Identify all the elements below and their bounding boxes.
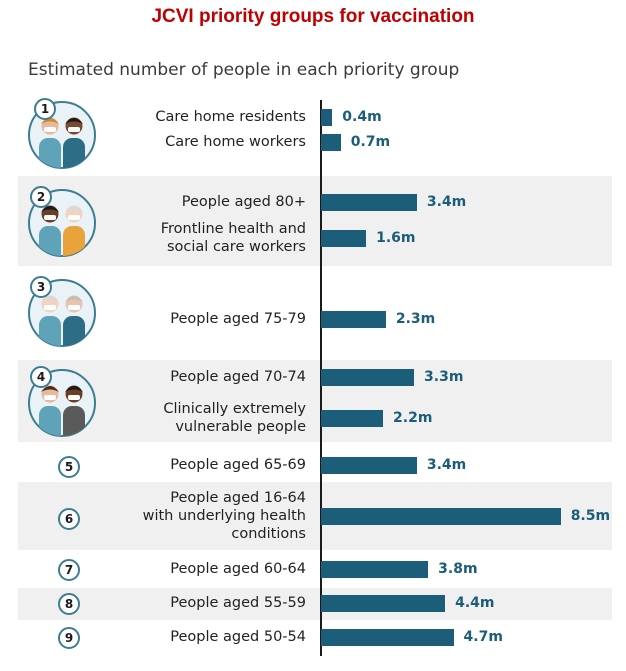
bar-label-line: with underlying health	[142, 508, 306, 524]
bar	[321, 507, 561, 525]
bar-label-line: Care home workers	[165, 134, 306, 150]
bar-label-line: People aged 65-69	[170, 457, 306, 473]
group-band	[18, 360, 612, 442]
bar-value-label: 0.4m	[342, 109, 382, 125]
bar-label-line: People aged 70-74	[170, 369, 306, 385]
bar	[321, 456, 417, 474]
bar-label-line: social care workers	[167, 239, 306, 255]
bar-label: Care home residents	[155, 108, 306, 126]
bar-label: People aged 75-79	[170, 310, 306, 328]
bar-value-label: 3.8m	[438, 561, 478, 577]
bar-value-label: 1.6m	[376, 230, 416, 246]
bar	[321, 193, 417, 211]
priority-group-badge-5: 5	[58, 456, 80, 478]
bar	[321, 409, 384, 427]
page-title: JCVI priority groups for vaccination	[151, 6, 475, 27]
bar-value-label: 4.4m	[455, 595, 495, 611]
bar-value-label: 3.3m	[424, 369, 464, 385]
bar-label-line: People aged 60-64	[170, 561, 306, 577]
bar-label: People aged 70-74	[170, 368, 306, 386]
bar	[321, 368, 415, 386]
priority-group-badge-9: 9	[58, 627, 80, 649]
bar-label-line: conditions	[231, 526, 306, 542]
bar	[321, 628, 454, 646]
bar	[321, 560, 429, 578]
bar-label: Frontline health and social care workers	[161, 220, 306, 256]
bar-label-line: People aged 55-59	[170, 595, 306, 611]
bar-label: People aged 60-64	[170, 560, 306, 578]
chart-subtitle: Estimated number of people in each prior…	[28, 60, 460, 80]
bar-label: People aged 65-69	[170, 456, 306, 474]
bar-value-label: 8.5m	[570, 508, 611, 524]
bar-value-label: 4.7m	[463, 629, 503, 645]
bar-label-line: vulnerable people	[175, 419, 306, 435]
bar-label-line: People aged 80+	[181, 194, 306, 210]
bar-label: Care home workers	[165, 133, 306, 151]
bar-label-line: People aged 50-54	[170, 629, 306, 645]
bar-value-label: 2.2m	[393, 410, 433, 426]
bar-label: People aged 50-54	[170, 628, 306, 646]
bar-value-label: 3.4m	[426, 194, 467, 210]
bar	[321, 310, 386, 328]
bar	[321, 108, 333, 126]
bar-label-line: Care home residents	[155, 109, 306, 125]
bar-label-line: Frontline health and	[160, 221, 306, 237]
priority-group-badge-8: 8	[58, 593, 80, 615]
bar-label: People aged 80+	[182, 193, 306, 211]
bar-label-line: Clinically extremely	[163, 401, 306, 417]
group-band	[18, 588, 612, 620]
priority-group-badge-3: 3	[30, 276, 52, 298]
bar-label: People aged 16-64 with underlying health c…	[143, 489, 306, 543]
bar-label: People aged 55-59	[170, 594, 306, 612]
group-band	[18, 176, 612, 266]
priority-group-badge-6: 6	[58, 508, 80, 530]
priority-group-badge-1: 1	[34, 98, 56, 120]
bar	[321, 594, 446, 612]
bar-value-label: 3.4m	[426, 457, 467, 473]
bar-label: Clinically extremely vulnerable people	[163, 400, 306, 436]
bar-label-line: People aged 75-79	[170, 311, 306, 327]
bar-value-label: 2.3m	[395, 311, 436, 327]
priority-group-badge-2: 2	[30, 186, 52, 208]
bar-label-line: People aged 16-64	[170, 490, 306, 506]
priority-group-badge-4: 4	[30, 366, 52, 388]
bar-value-label: 0.7m	[350, 134, 391, 150]
bar	[321, 133, 341, 151]
priority-group-badge-7: 7	[58, 559, 80, 581]
bar	[321, 229, 367, 247]
